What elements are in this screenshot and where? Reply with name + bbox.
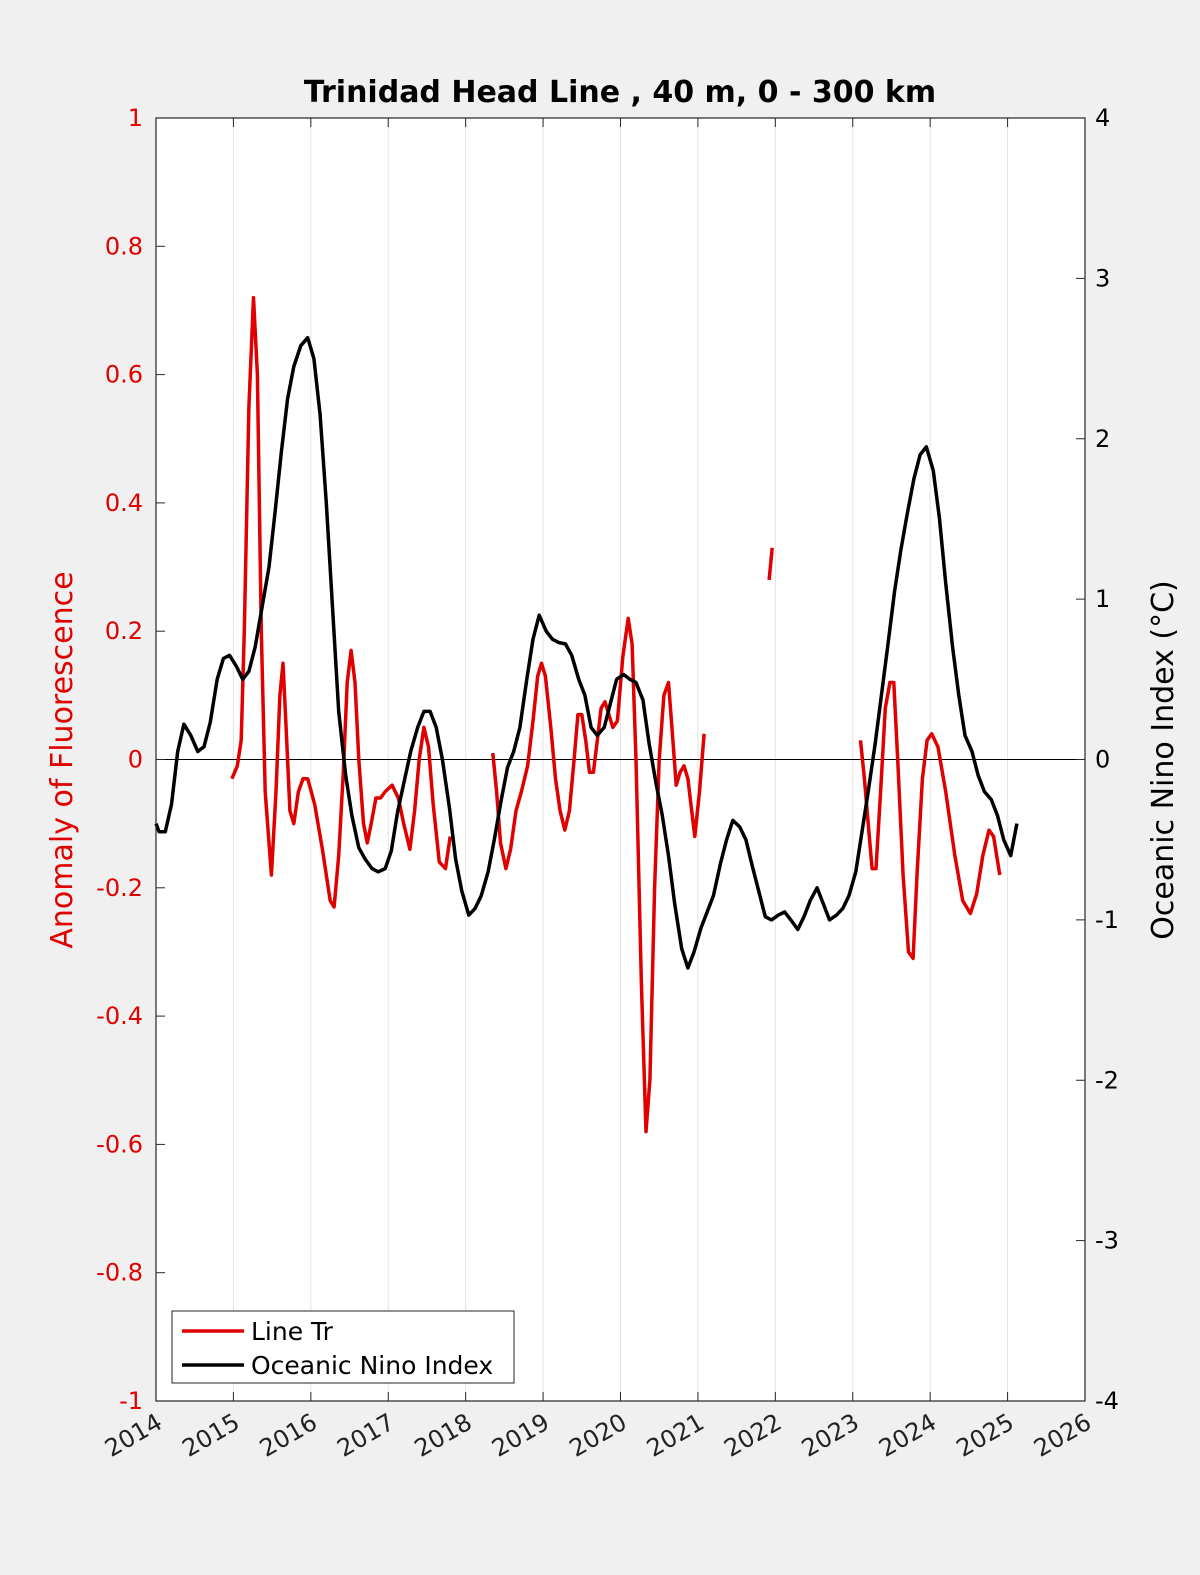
oni-line (154, 335, 1019, 970)
y-left-tick-label: -0.8 (96, 1259, 143, 1287)
x-tick-label: 2016 (255, 1408, 322, 1463)
x-tick-label: 2022 (719, 1408, 786, 1463)
y-right-tick-label: 0 (1095, 746, 1110, 774)
line-tr-segment (230, 295, 452, 909)
line-tr-segment (491, 616, 706, 1134)
y-left-tick-label: -0.2 (96, 874, 143, 902)
legend: Line Tr Oceanic Nino Index (171, 1310, 515, 1384)
y-right-tick-label: 4 (1095, 104, 1110, 132)
x-tick-label: 2018 (410, 1408, 477, 1463)
legend-label-oni: Oceanic Nino Index (251, 1351, 493, 1380)
x-tick-label: 2021 (642, 1408, 709, 1463)
legend-label-line-tr: Line Tr (251, 1317, 334, 1346)
y-left-tick-label: 0.2 (105, 617, 143, 645)
x-tick-label: 2024 (874, 1408, 941, 1463)
x-tick-label: 2026 (1029, 1408, 1096, 1463)
y-right-tick-label: 1 (1095, 585, 1110, 613)
line-tr-segment (858, 680, 1002, 961)
y-right-axis-label: Oceanic Nino Index (°C) (1146, 580, 1181, 940)
y-right-tick-label: -3 (1095, 1227, 1119, 1255)
x-tick-label: 2015 (178, 1408, 245, 1463)
series-group (154, 295, 1019, 1134)
y-right-tick-label: -2 (1095, 1066, 1119, 1094)
chart-title: Trinidad Head Line , 40 m, 0 - 300 km (304, 75, 936, 110)
y-left-tick-label: 0.6 (105, 361, 143, 389)
y-left-axis-label: Anomaly of Fluorescence (45, 571, 80, 948)
y-right-tick-label: -4 (1095, 1387, 1119, 1415)
x-tick-label: 2020 (565, 1408, 632, 1463)
x-tick-label: 2019 (487, 1408, 554, 1463)
y-left-tick-label: 1 (128, 104, 143, 132)
y-left-tick-label: 0.8 (105, 232, 143, 260)
x-tick-label: 2017 (332, 1408, 399, 1463)
y-left-tick-label: 0 (128, 746, 143, 774)
y-right-tick-label: 3 (1095, 264, 1110, 292)
y-left-tick-label: -1 (119, 1387, 143, 1415)
x-tick-label: 2023 (797, 1408, 864, 1463)
y-right-tick-label: 2 (1095, 425, 1110, 453)
y-left-tick-label: 0.4 (105, 489, 143, 517)
y-left-tick-label: -0.6 (96, 1130, 143, 1158)
line-tr-segment (767, 547, 774, 581)
x-tick-label: 2025 (952, 1408, 1019, 1463)
y-right-tick-label: -1 (1095, 906, 1119, 934)
x-tick-label: 2014 (100, 1408, 167, 1463)
legend-box (171, 1310, 515, 1384)
y-left-tick-label: -0.4 (96, 1002, 143, 1030)
